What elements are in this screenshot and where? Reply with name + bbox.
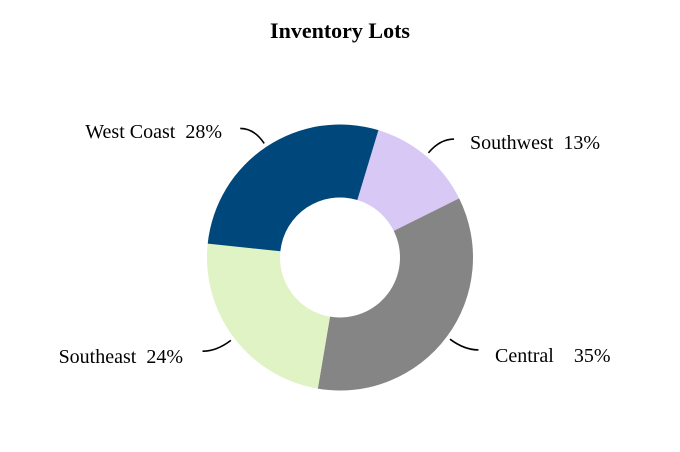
chart-title: Inventory Lots (270, 18, 410, 43)
leader-line (240, 127, 265, 144)
slice-southeast (207, 243, 330, 389)
data-label: Southeast 24% (59, 346, 183, 368)
data-label: West Coast 28% (85, 121, 222, 143)
data-label: Central 35% (495, 345, 611, 367)
slice-southwest (357, 130, 460, 231)
slice-west-coast (207, 124, 379, 252)
data-label: Southwest 13% (470, 132, 600, 154)
leader-line (202, 339, 232, 353)
leader-line (427, 138, 455, 154)
slice-central (317, 198, 474, 391)
leader-line (449, 338, 479, 351)
